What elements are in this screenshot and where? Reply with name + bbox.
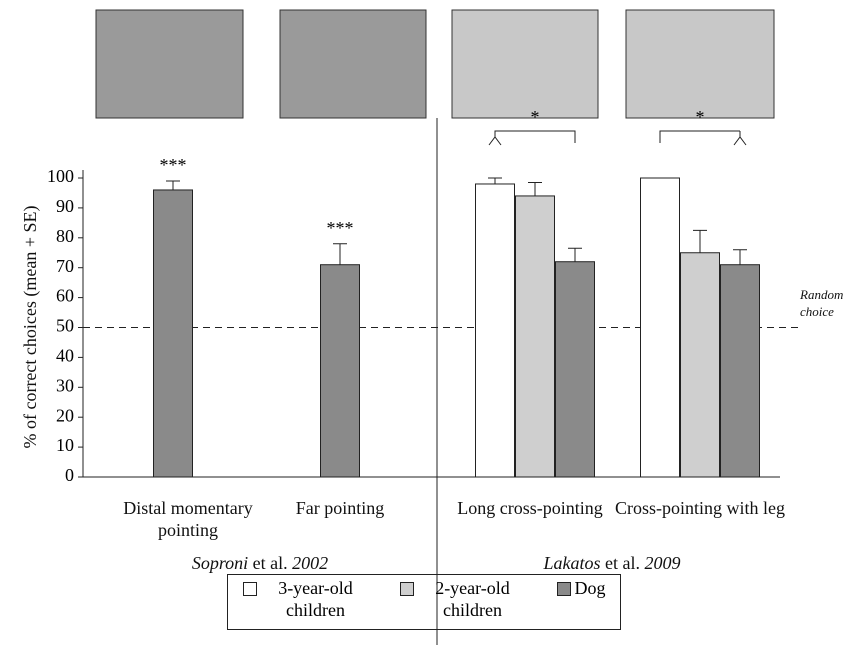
- legend-item: Dog: [557, 577, 606, 599]
- legend-swatch: [557, 582, 571, 596]
- y-tick-label: 100: [47, 166, 74, 186]
- group-etal: et al.: [253, 553, 288, 573]
- group-etal: et al.: [605, 553, 640, 573]
- y-tick-label: 10: [56, 435, 74, 455]
- photo: [452, 10, 598, 118]
- y-tick-label: 90: [56, 196, 74, 216]
- y-tick-label: 20: [56, 405, 74, 425]
- x-tick-label: Cross-pointing with leg: [610, 497, 790, 519]
- error-bar: [693, 230, 707, 252]
- y-tick-label: 70: [56, 256, 74, 276]
- bar: [476, 184, 515, 477]
- bar: [681, 253, 720, 477]
- y-tick-label: 80: [56, 226, 74, 246]
- group-author: Lakatos: [544, 553, 601, 573]
- significance: ***: [327, 218, 354, 238]
- bar: [721, 265, 760, 477]
- legend-label: 3-year-old children: [261, 577, 371, 621]
- bar: [516, 196, 555, 477]
- photo: [96, 10, 243, 118]
- photo: [626, 10, 774, 118]
- significance: *: [531, 107, 540, 127]
- y-tick-label: 60: [56, 286, 74, 306]
- error-bar: [568, 248, 582, 261]
- bar: [154, 190, 193, 477]
- legend-item: 2-year-old children: [400, 577, 528, 621]
- x-tick-label: Long cross-pointing: [440, 497, 620, 519]
- legend-label: 2-year-old children: [418, 577, 528, 621]
- error-bar: [333, 244, 347, 265]
- bar: [321, 265, 360, 477]
- bracket: [660, 131, 746, 145]
- group-year: 2002: [292, 553, 328, 573]
- error-bar: [166, 181, 180, 190]
- page: {"chart_data":{"type":"bar","y_label":"%…: [0, 0, 860, 659]
- legend-item: 3-year-old children: [243, 577, 371, 621]
- legend-swatch: [400, 582, 414, 596]
- group-year: 2009: [645, 553, 681, 573]
- photo: [280, 10, 426, 118]
- error-bar: [488, 178, 502, 184]
- y-label: % of correct choices (mean + SE): [19, 157, 41, 497]
- error-bar: [733, 250, 747, 265]
- group-label: Soproni et al. 2002: [140, 552, 380, 574]
- y-tick-label: 30: [56, 375, 74, 395]
- y-tick-label: 40: [56, 346, 74, 366]
- error-bar: [528, 182, 542, 195]
- legend: 3-year-old children 2-year-old children Do…: [227, 574, 621, 630]
- bar: [641, 178, 680, 477]
- bracket: [489, 131, 575, 145]
- significance: ***: [160, 155, 187, 175]
- bar: [556, 262, 595, 477]
- legend-swatch: [243, 582, 257, 596]
- y-tick-label: 50: [56, 316, 74, 336]
- significance: *: [696, 107, 705, 127]
- reference-label: Random choice: [800, 286, 852, 320]
- group-label: Lakatos et al. 2009: [492, 552, 732, 574]
- group-author: Soproni: [192, 553, 248, 573]
- y-tick-label: 0: [65, 465, 74, 485]
- x-tick-label: Far pointing: [250, 497, 430, 519]
- legend-label: Dog: [575, 577, 606, 599]
